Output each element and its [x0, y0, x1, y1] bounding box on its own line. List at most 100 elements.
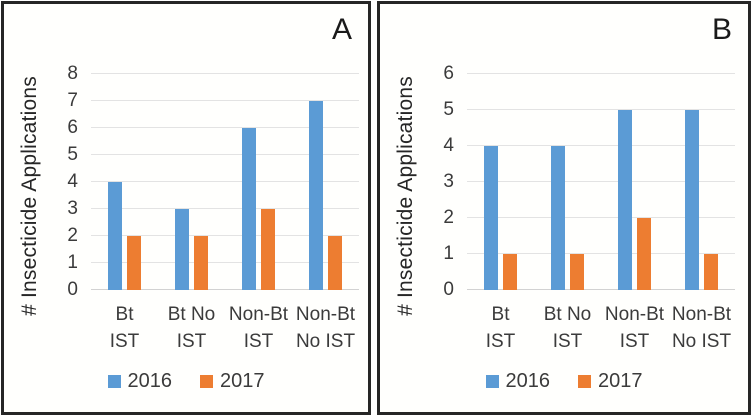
legend-item-2016: 2016 — [485, 370, 551, 393]
bar-group-non-bt-ist — [225, 74, 292, 290]
legend-label-2016: 2016 — [127, 370, 173, 392]
x-tick-label-line: IST — [243, 331, 274, 352]
x-tick-label-non-bt-ist: Non-Bt IST — [225, 301, 292, 355]
x-tick-label-line: Bt — [491, 304, 510, 325]
bar-2017-non-bt-no-ist — [328, 236, 342, 290]
legend-label-2016: 2016 — [505, 370, 551, 392]
gridline-6 — [91, 127, 359, 128]
y-tick-label-1: 1 — [67, 252, 78, 273]
x-tick-label-line: IST — [552, 331, 583, 352]
x-tick-label-non-bt-ist: Non-Bt IST — [601, 301, 668, 355]
y-tick-label-3: 3 — [443, 171, 454, 192]
x-tick-label-line: Non-Bt — [295, 304, 356, 325]
x-tick-label-bt-ist: Bt IST — [91, 301, 158, 355]
bar-2017-bt-no-ist — [570, 254, 584, 290]
legend-swatch-2016 — [107, 375, 121, 388]
legend-item-2017: 2017 — [578, 370, 643, 393]
x-tick-label-bt-ist: Bt IST — [467, 301, 534, 355]
plot-area — [467, 73, 735, 290]
x-tick-label-bt-no-ist: Bt No IST — [534, 301, 601, 355]
gridline-7 — [91, 100, 359, 101]
gridline-2 — [91, 235, 359, 236]
gridline-2 — [467, 217, 735, 219]
panel-label-b: B — [711, 13, 732, 46]
bar-group-non-bt-no-ist — [668, 74, 735, 290]
x-tick-label-line: Non-Bt — [228, 304, 289, 325]
bar-2016-non-bt-no-ist — [309, 101, 323, 290]
x-tick-label-line: IST — [176, 331, 207, 352]
bar-2016-bt-ist — [484, 146, 498, 290]
bar-2016-non-bt-ist — [242, 128, 256, 290]
panel-label-a: A — [331, 13, 352, 46]
legend-swatch-2016 — [485, 375, 499, 388]
y-tick-label-2: 2 — [67, 225, 78, 246]
gridline-1 — [467, 253, 735, 255]
x-tick-label-line: Bt No — [167, 304, 216, 325]
legend-swatch-2017 — [578, 375, 591, 388]
x-axis-labels: Bt IST Bt No IST Non-Bt IST Non-Bt No IST — [91, 301, 359, 355]
bar-group-non-bt-no-ist — [292, 74, 359, 290]
y-tick-label-5: 5 — [67, 144, 78, 165]
gridline-1 — [91, 262, 359, 263]
gridline-0 — [467, 289, 735, 290]
bar-group-bt-no-ist — [158, 74, 225, 290]
y-tick-label-4: 4 — [67, 171, 78, 192]
y-tick-label-0: 0 — [67, 279, 78, 300]
gridline-4 — [467, 145, 735, 147]
bar-2017-non-bt-no-ist — [704, 254, 718, 290]
gridline-6 — [467, 73, 735, 74]
y-tick-label-8: 8 — [67, 63, 78, 84]
gridline-4 — [91, 181, 359, 182]
y-tick-label-5: 5 — [443, 98, 454, 120]
bar-group-non-bt-ist — [601, 74, 668, 290]
legend: 2016 2017 — [4, 370, 368, 393]
bar-groups — [467, 74, 735, 290]
x-tick-label-line: No IST — [671, 331, 732, 352]
bar-2017-bt-ist — [503, 254, 517, 290]
bar-2017-bt-no-ist — [194, 236, 208, 290]
bar-2017-bt-ist — [127, 236, 141, 290]
y-axis-ticks: 0 1 2 3 4 5 6 — [414, 63, 462, 300]
plot-area — [91, 73, 359, 290]
x-axis-labels: Bt IST Bt No IST Non-Bt IST Non-Bt No IST — [467, 301, 735, 355]
bar-2016-non-bt-ist — [618, 110, 632, 290]
legend-label-2017: 2017 — [220, 370, 265, 392]
bar-group-bt-no-ist — [534, 74, 601, 290]
bar-group-bt-ist — [91, 74, 158, 290]
legend-item-2016: 2016 — [107, 370, 173, 393]
x-tick-label-line: IST — [485, 331, 516, 352]
legend-label-2017: 2017 — [598, 370, 643, 392]
bar-2016-bt-no-ist — [175, 209, 189, 290]
y-tick-label-0: 0 — [443, 279, 454, 300]
y-tick-label-4: 4 — [443, 134, 454, 156]
y-tick-label-7: 7 — [67, 90, 78, 111]
bar-group-bt-ist — [467, 74, 534, 290]
x-tick-label-non-bt-no-ist: Non-Bt No IST — [668, 301, 735, 355]
x-tick-label-line: Non-Bt — [671, 304, 732, 325]
bar-groups — [91, 74, 359, 290]
x-tick-label-line: Bt — [115, 304, 134, 325]
bar-2017-non-bt-ist — [261, 209, 275, 290]
legend-item-2017: 2017 — [200, 370, 265, 393]
gridline-5 — [91, 154, 359, 155]
bar-2016-bt-no-ist — [551, 146, 565, 290]
gridline-3 — [91, 208, 359, 209]
gridline-0 — [91, 289, 359, 290]
legend-swatch-2017 — [200, 375, 213, 388]
x-tick-label-line: IST — [619, 331, 650, 352]
x-tick-label-non-bt-no-ist: Non-Bt No IST — [292, 301, 359, 355]
y-tick-label-6: 6 — [443, 63, 454, 84]
y-tick-label-6: 6 — [67, 117, 78, 138]
gridline-5 — [467, 109, 735, 110]
x-tick-label-bt-no-ist: Bt No IST — [158, 301, 225, 355]
x-tick-label-line: No IST — [295, 331, 356, 352]
y-tick-label-1: 1 — [443, 243, 454, 264]
x-tick-label-line: Non-Bt — [604, 304, 665, 325]
x-tick-label-line: Bt No — [543, 304, 592, 325]
gridline-8 — [91, 73, 359, 74]
y-tick-label-3: 3 — [67, 198, 78, 219]
y-axis-ticks: 0 1 2 3 4 5 6 7 8 — [38, 63, 86, 300]
